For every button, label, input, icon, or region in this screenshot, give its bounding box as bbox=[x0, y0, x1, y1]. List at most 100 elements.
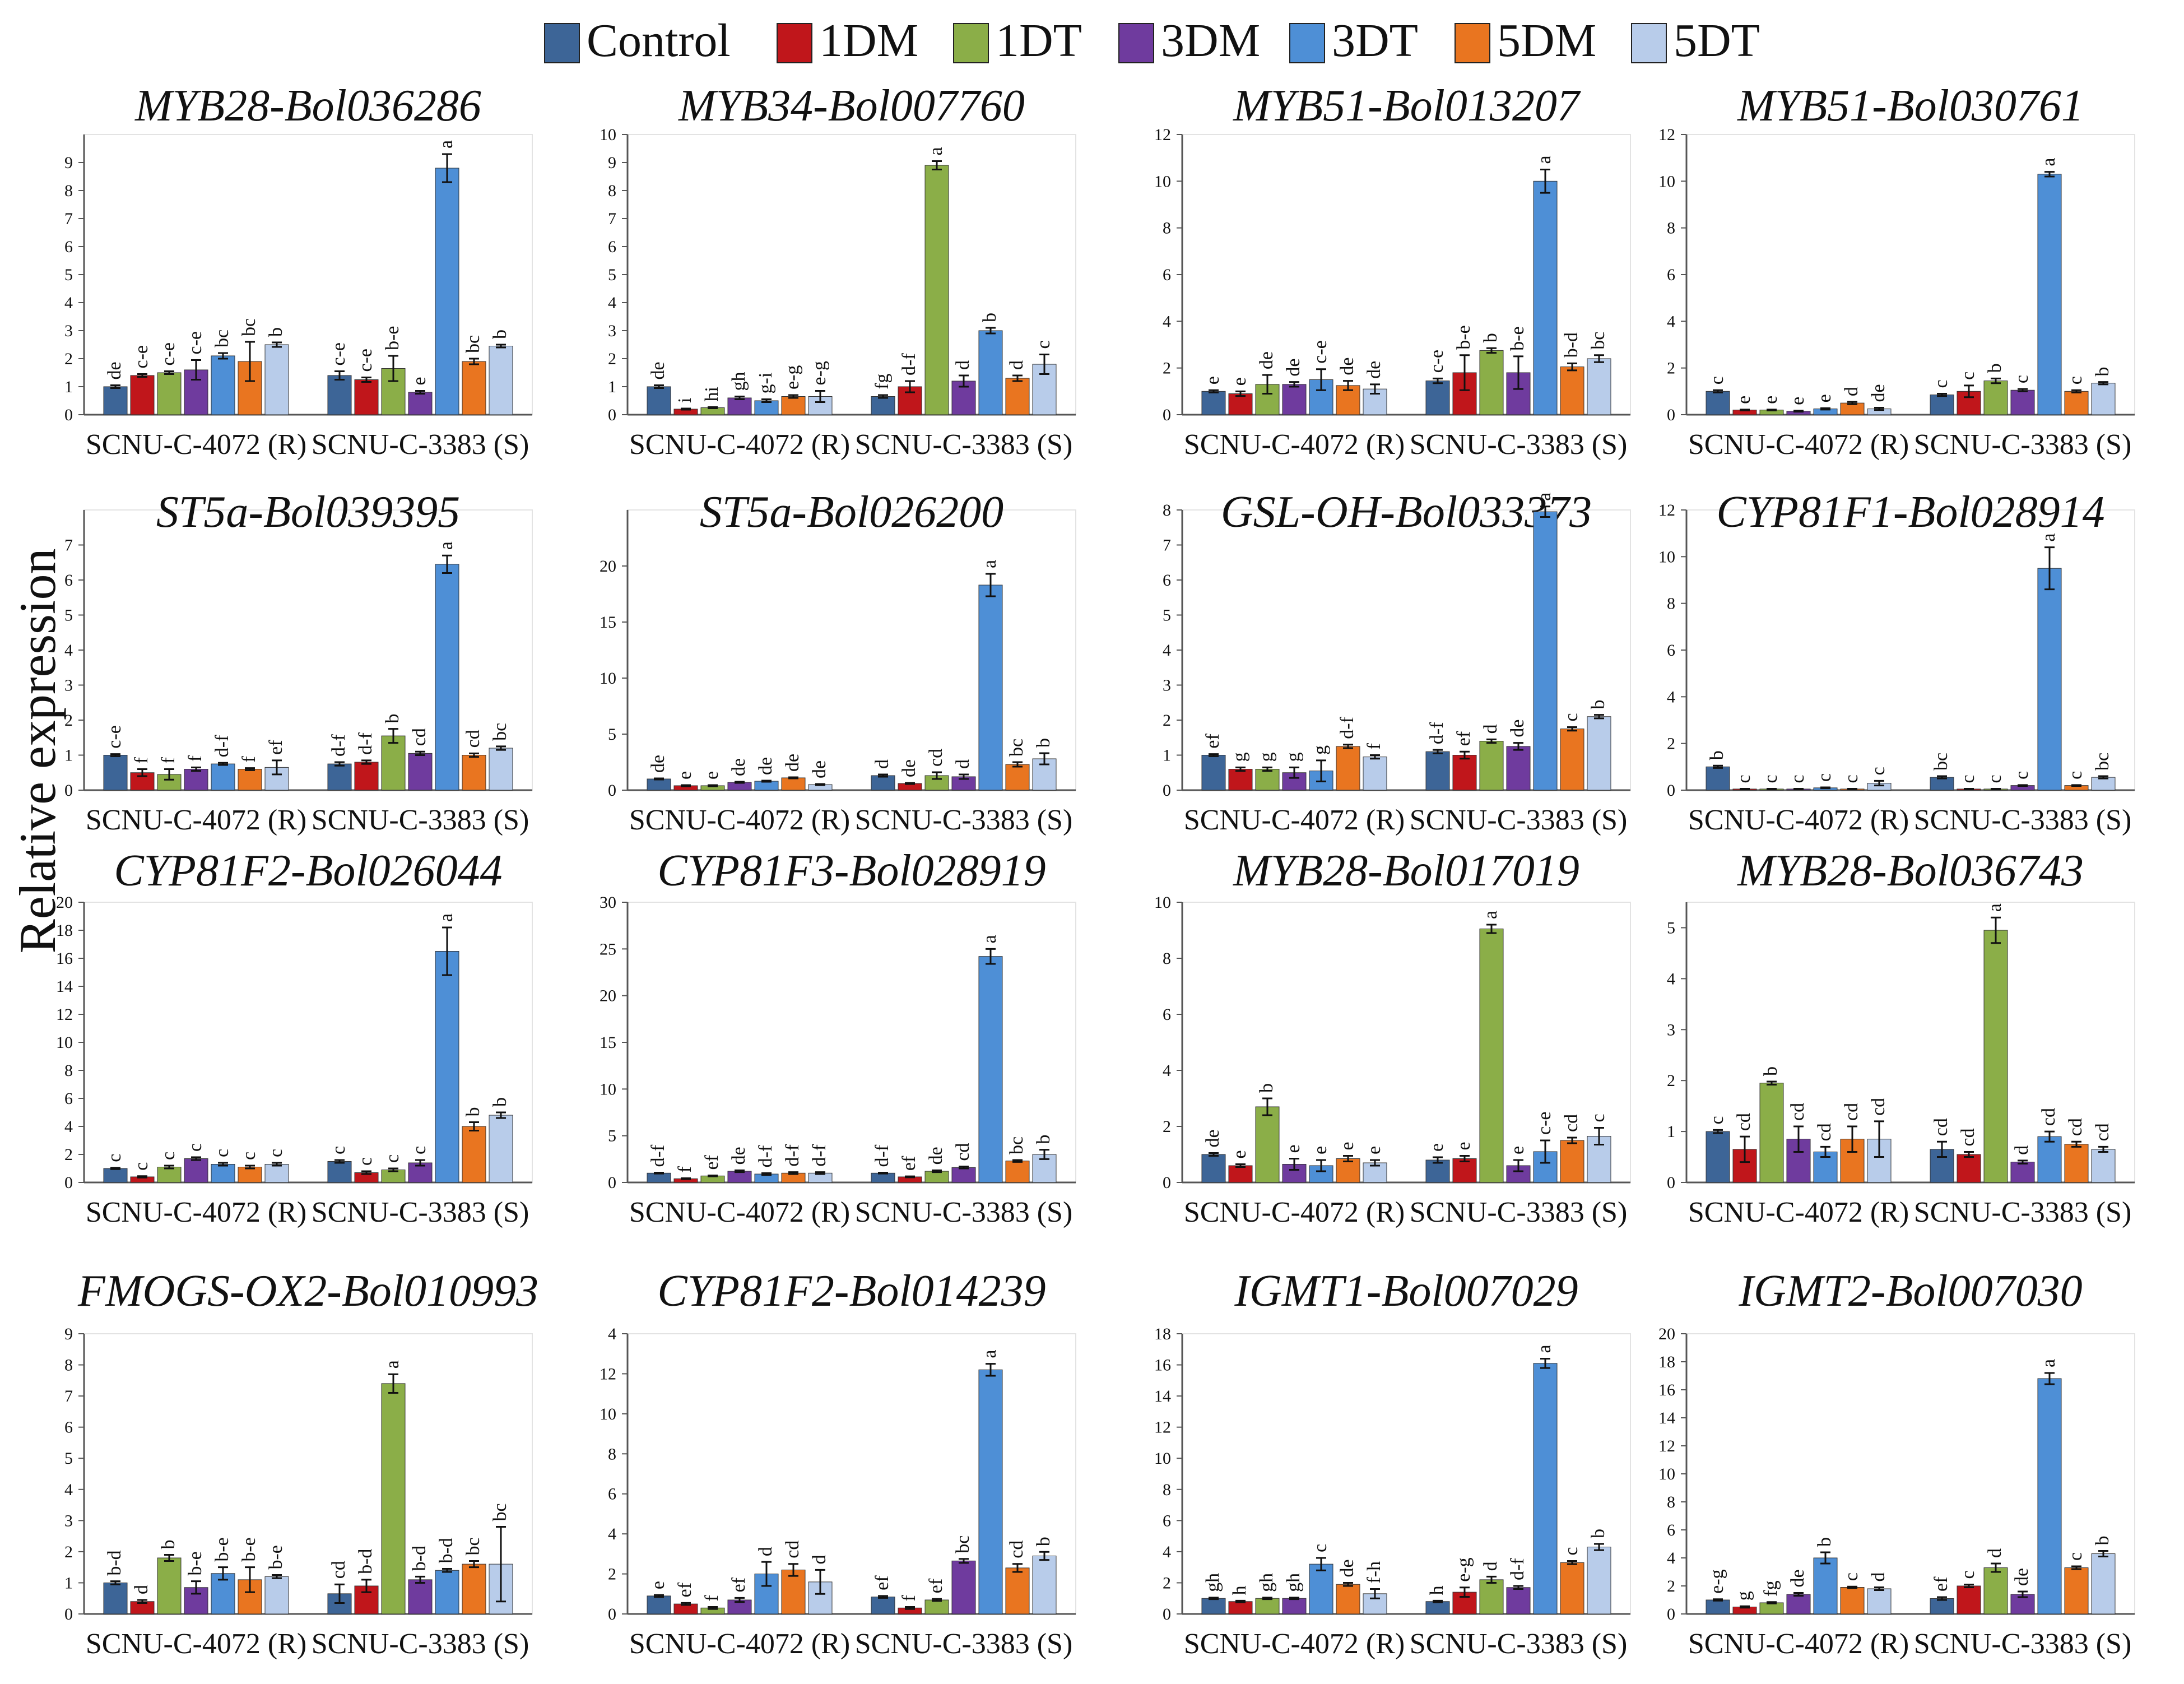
y-tick-label: 1 bbox=[64, 378, 73, 396]
significance-letter: e bbox=[1760, 396, 1781, 404]
group-label-s: SCNU-C-3383 (S) bbox=[855, 429, 1073, 461]
significance-letter: a bbox=[436, 913, 457, 922]
panel-title: CYP81F2-Bol026044 bbox=[114, 846, 502, 896]
y-tick-label: 6 bbox=[1667, 1521, 1675, 1539]
significance-letter: e bbox=[1734, 396, 1754, 404]
significance-letter: c bbox=[2011, 375, 2032, 383]
y-tick-label: 15 bbox=[600, 613, 616, 632]
significance-letter: f bbox=[131, 757, 152, 764]
y-tick-label: 0 bbox=[64, 1173, 73, 1192]
significance-letter: b bbox=[2092, 367, 2113, 377]
bar-5dm-s bbox=[462, 361, 486, 415]
significance-letter: cd bbox=[328, 1561, 349, 1579]
significance-letter: b bbox=[1033, 1135, 1054, 1144]
significance-letter: d bbox=[872, 759, 893, 769]
y-tick-label: 6 bbox=[1667, 266, 1675, 284]
bar-5dm-s bbox=[2064, 391, 2089, 415]
panel-title: ST5a-Bol026200 bbox=[700, 488, 1003, 537]
significance-letter: cd bbox=[1787, 1103, 1808, 1121]
significance-letter: b-d bbox=[409, 1546, 430, 1571]
significance-letter: f bbox=[899, 1595, 919, 1602]
y-tick-label: 6 bbox=[608, 238, 616, 256]
significance-letter: de bbox=[1364, 361, 1384, 379]
bar-3dm-s bbox=[951, 1167, 976, 1183]
bar-3dt-s bbox=[978, 1369, 1003, 1615]
y-tick-label: 16 bbox=[56, 949, 73, 968]
y-tick-label: 6 bbox=[64, 1418, 73, 1437]
y-tick-label: 6 bbox=[64, 238, 73, 256]
significance-letter: d bbox=[2011, 1145, 2032, 1155]
significance-letter: e bbox=[1229, 1150, 1250, 1158]
y-tick-label: 14 bbox=[56, 977, 73, 996]
significance-letter: bc bbox=[212, 330, 233, 347]
significance-letter: c bbox=[1958, 1570, 1978, 1579]
y-axis-title: Relative expression bbox=[9, 548, 66, 953]
bar-5dm-r bbox=[781, 396, 806, 415]
significance-letter: f bbox=[239, 756, 259, 763]
significance-letter: f-h bbox=[1364, 1561, 1384, 1584]
significance-letter: d-f bbox=[809, 1144, 830, 1166]
significance-letter: f bbox=[701, 1595, 722, 1602]
plot-frame bbox=[1686, 509, 2135, 791]
y-tick-label: 6 bbox=[1163, 571, 1171, 590]
y-tick-label: 0 bbox=[64, 781, 73, 800]
y-tick-label: 15 bbox=[600, 1033, 616, 1052]
y-tick-label: 10 bbox=[600, 1080, 616, 1098]
group-label-s: SCNU-C-3383 (S) bbox=[855, 1196, 1073, 1228]
y-tick-label: 10 bbox=[1154, 1449, 1171, 1468]
significance-letter: d-f bbox=[755, 1145, 776, 1167]
y-tick-label: 12 bbox=[1658, 1437, 1675, 1455]
significance-letter: a bbox=[926, 147, 946, 155]
bar-1dm-s bbox=[1957, 1585, 1981, 1615]
panel-title: MYB51-Bol030761 bbox=[1737, 81, 2084, 131]
bar-1dt-s bbox=[924, 1599, 949, 1615]
significance-letter: b-e bbox=[239, 1537, 259, 1561]
significance-letter: c bbox=[1561, 713, 1582, 721]
group-label-r: SCNU-C-4072 (R) bbox=[86, 1196, 306, 1228]
significance-letter: d-f bbox=[872, 1144, 893, 1167]
significance-letter: bc bbox=[1006, 739, 1027, 757]
bar-control-r bbox=[647, 386, 671, 415]
legend-label-5dt: 5DT bbox=[1674, 15, 1760, 67]
significance-letter: c bbox=[382, 1154, 403, 1163]
bar-control-r bbox=[647, 778, 671, 791]
bar-1dm-s bbox=[1452, 1158, 1477, 1183]
bar-5dm-r bbox=[238, 1167, 262, 1183]
bar-1dt-s bbox=[381, 368, 406, 415]
y-tick-label: 8 bbox=[1667, 219, 1675, 238]
y-tick-label: 0 bbox=[608, 1605, 616, 1623]
significance-letter: b bbox=[1480, 333, 1501, 342]
bar-control-r bbox=[647, 1172, 671, 1183]
bar-control-s bbox=[1425, 751, 1450, 791]
y-tick-label: 4 bbox=[64, 1117, 73, 1136]
bar-3dt-r bbox=[1309, 1564, 1333, 1615]
significance-letter: cd bbox=[2038, 1108, 2059, 1126]
significance-letter: d bbox=[952, 759, 973, 769]
bar-control-r bbox=[1706, 391, 1730, 415]
significance-letter: e bbox=[701, 771, 722, 780]
significance-letter: bc bbox=[2092, 753, 2113, 771]
bar-5dm-s bbox=[1005, 1161, 1030, 1183]
bar-1dm-r bbox=[130, 375, 155, 415]
group-label-r: SCNU-C-4072 (R) bbox=[1184, 1628, 1405, 1660]
y-tick-label: 5 bbox=[608, 1127, 616, 1145]
bar-5dt-s bbox=[1587, 1547, 1611, 1615]
significance-letter: e bbox=[1283, 1144, 1304, 1153]
y-tick-label: 3 bbox=[64, 676, 73, 695]
bar-3dm-s bbox=[408, 392, 433, 415]
bar-5dt-s bbox=[1587, 358, 1611, 415]
significance-letter: de bbox=[728, 758, 749, 776]
significance-letter: c bbox=[266, 1149, 286, 1157]
y-tick-label: 6 bbox=[1163, 266, 1171, 284]
significance-letter: de bbox=[755, 757, 776, 775]
y-tick-label: 2 bbox=[64, 1543, 73, 1561]
y-tick-label: 10 bbox=[1658, 172, 1675, 191]
panel-title: ST5a-Bol039395 bbox=[156, 488, 460, 537]
significance-letter: cd bbox=[926, 749, 946, 767]
significance-letter: b-e bbox=[1507, 326, 1528, 350]
bar-control-s bbox=[1425, 1601, 1450, 1615]
bar-5dm-s bbox=[2064, 1567, 2089, 1615]
y-tick-label: 0 bbox=[1163, 781, 1171, 800]
group-label-s: SCNU-C-3383 (S) bbox=[1410, 804, 1628, 836]
y-tick-label: 0 bbox=[608, 1173, 616, 1192]
